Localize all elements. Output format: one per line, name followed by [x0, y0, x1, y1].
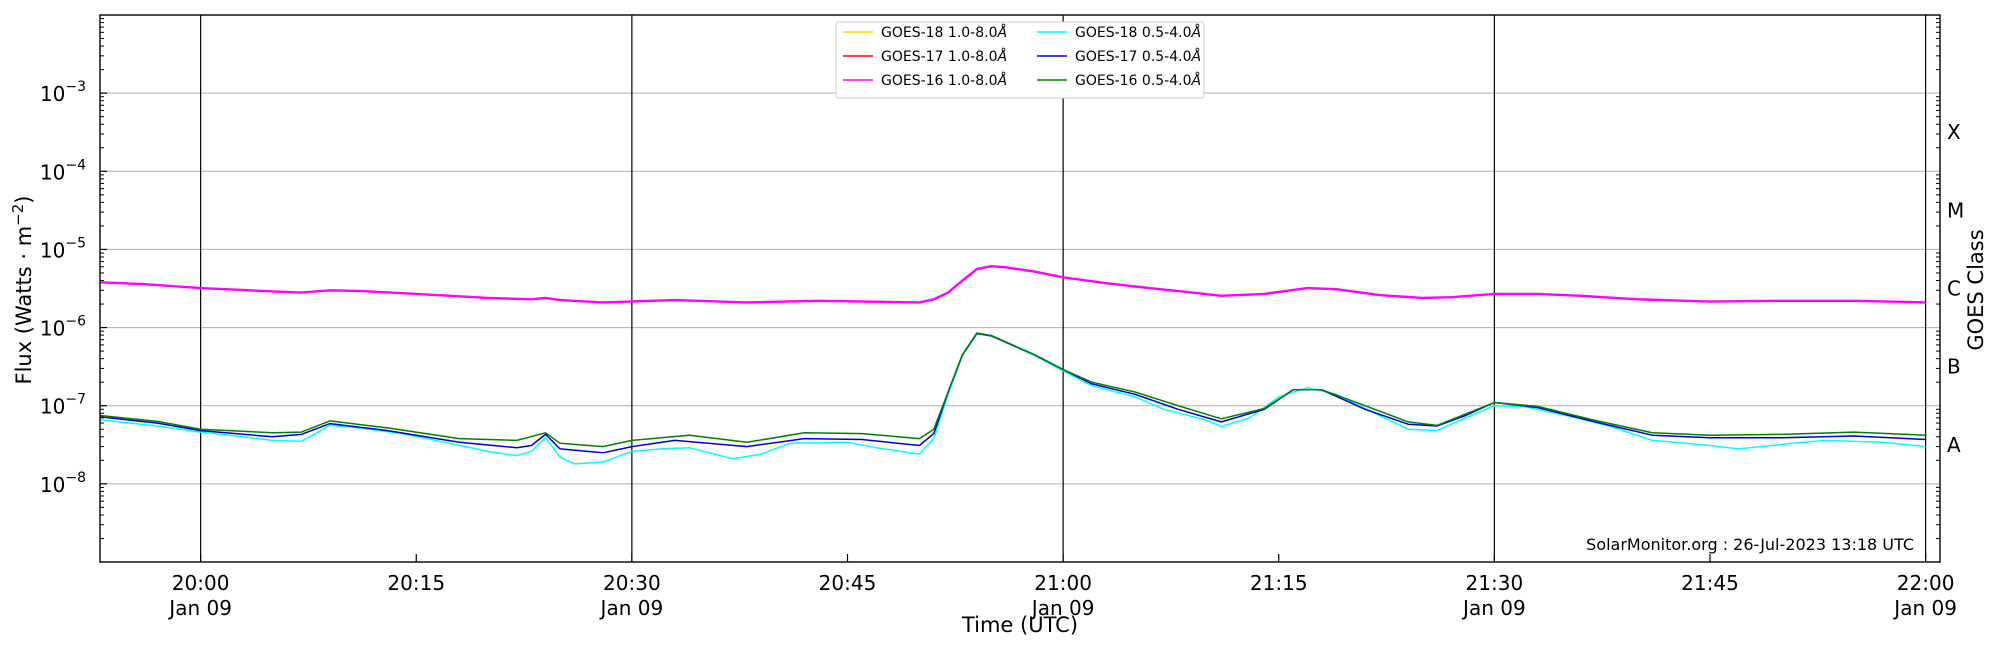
- goes-class-label: X: [1947, 120, 1961, 144]
- legend-label: GOES-17 1.0-8.0Å: [881, 48, 1007, 65]
- x-tick-label: 21:00: [1034, 571, 1092, 595]
- x-tick-label: 20:30: [603, 571, 661, 595]
- goes-class-label: C: [1947, 277, 1961, 301]
- solarmonitor-credit: SolarMonitor.org : 26-Jul-2023 13:18 UTC: [1586, 535, 1914, 554]
- x-tick-label: 20:45: [819, 571, 877, 595]
- x-tick-label: 20:15: [387, 571, 445, 595]
- legend-label: GOES-18 1.0-8.0Å: [881, 24, 1007, 41]
- x-tick-label: 21:30: [1466, 571, 1524, 595]
- y-tick-label: 10−4: [40, 157, 86, 184]
- x-tick-label: 20:00: [172, 571, 230, 595]
- legend-frame: [835, 21, 1205, 99]
- x-tick-date-label: Jan 09: [167, 596, 232, 620]
- y-tick-label: 10−7: [40, 392, 86, 419]
- x-tick-label: 21:15: [1250, 571, 1308, 595]
- x-tick-date-label: Jan 09: [599, 596, 664, 620]
- y-tick-label: 10−8: [40, 470, 86, 497]
- goes-class-label: B: [1947, 355, 1961, 379]
- y-axis-title: Flux (Watts · m−2): [9, 195, 36, 384]
- y-tick-label: 10−6: [40, 314, 86, 341]
- y-tick-label: 10−5: [40, 235, 86, 262]
- x-tick-date-label: Jan 09: [1892, 596, 1957, 620]
- legend-label: GOES-18 0.5-4.0Å: [1075, 24, 1201, 41]
- x-tick-date-label: Jan 09: [1461, 596, 1526, 620]
- goes-class-label: M: [1947, 198, 1964, 222]
- series-line: [99, 332, 1926, 448]
- goes-class-label: A: [1947, 433, 1961, 457]
- y-tick-label: 10−3: [40, 79, 86, 106]
- series-lines: [99, 265, 1926, 465]
- x-axis-title: Time (UTC): [961, 613, 1078, 637]
- legend-label: GOES-16 1.0-8.0Å: [881, 72, 1007, 89]
- goes-class-axis-title: GOES Class: [1964, 229, 1988, 350]
- legend-label: GOES-16 0.5-4.0Å: [1075, 72, 1201, 89]
- x-tick-date-label: Jan 09: [1030, 596, 1095, 620]
- x-tick-label: 21:45: [1681, 571, 1739, 595]
- day-vertical-lines: [200, 15, 1927, 562]
- legend-label: GOES-17 0.5-4.0Å: [1075, 48, 1201, 65]
- series-line: [99, 265, 1926, 304]
- legend: GOES-18 1.0-8.0Å GOES-17 1.0-8.0Å GOES-16 …: [835, 21, 1205, 99]
- plot-frame: [99, 14, 1941, 563]
- x-tick-label: 22:00: [1897, 571, 1955, 595]
